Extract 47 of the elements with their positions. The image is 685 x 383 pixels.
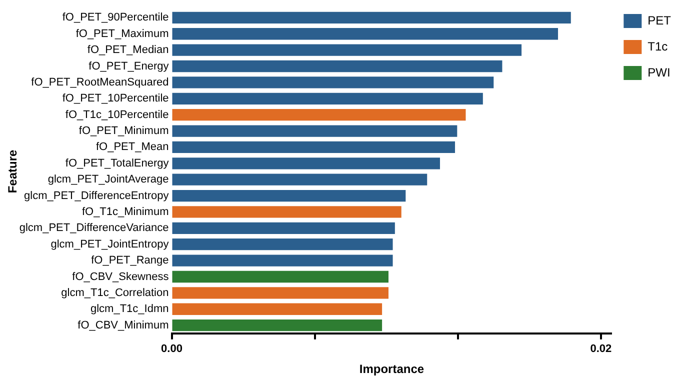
y-tick-label: fO_PET_Mean [96, 141, 169, 154]
y-tick-label: fO_T1c_Minimum [82, 206, 169, 218]
bar [172, 12, 571, 24]
y-axis-title: Feature [6, 150, 20, 194]
bar [172, 319, 382, 332]
bar [172, 190, 406, 202]
x-axis-title: Importance [359, 362, 424, 376]
bar [172, 60, 502, 72]
bar [172, 270, 388, 283]
bar [172, 141, 456, 154]
bar [172, 92, 483, 104]
y-tick-label: fO_PET_Energy [88, 60, 170, 72]
bar [172, 222, 395, 234]
bar [172, 76, 494, 88]
legend-label: PET [648, 13, 672, 28]
legend-label: T1c [648, 39, 668, 54]
legend-label: PWI [648, 65, 670, 80]
y-tick-label: glcm_PET_JointAverage [48, 174, 169, 186]
y-tick-label: glcm_PET_DifferenceEntropy [24, 190, 170, 202]
y-tick-label: fO_PET_RootMeanSquared [31, 76, 169, 88]
bar [172, 109, 466, 121]
bar [172, 174, 428, 186]
y-tick-label: glcm_T1c_Correlation [61, 286, 169, 299]
y-tick-label: fO_PET_Range [91, 254, 169, 267]
y-tick-label: fO_PET_90Percentile [62, 12, 169, 24]
y-tick-label: fO_PET_Median [87, 44, 169, 56]
bar [172, 28, 558, 40]
y-tick-label: fO_CBV_Minimum [78, 319, 169, 332]
bar [172, 44, 522, 56]
y-tick-label: fO_CBV_Skewness [72, 270, 170, 283]
bar [172, 254, 393, 266]
bar [172, 158, 440, 170]
bar [172, 206, 402, 218]
y-tick-label: fO_PET_10Percentile [62, 92, 169, 105]
y-tick-label: glcm_PET_DifferenceVariance [19, 222, 169, 234]
bar [172, 287, 388, 299]
y-tick-label: glcm_PET_JointEntropy [50, 238, 170, 250]
bar [172, 238, 393, 250]
y-tick-label: fO_PET_Maximum [76, 28, 169, 40]
x-tick-label: 0.02 [590, 343, 612, 356]
y-tick-label: glcm_T1c_Idmn [90, 303, 169, 316]
bar [172, 303, 382, 315]
bar [172, 125, 458, 137]
x-tick-label: 0.00 [161, 343, 182, 356]
y-tick-label: fO_PET_TotalEnergy [65, 157, 170, 170]
y-tick-label: fO_T1c_10Percentile [65, 108, 169, 121]
y-tick-label: fO_PET_Minimum [78, 125, 169, 138]
